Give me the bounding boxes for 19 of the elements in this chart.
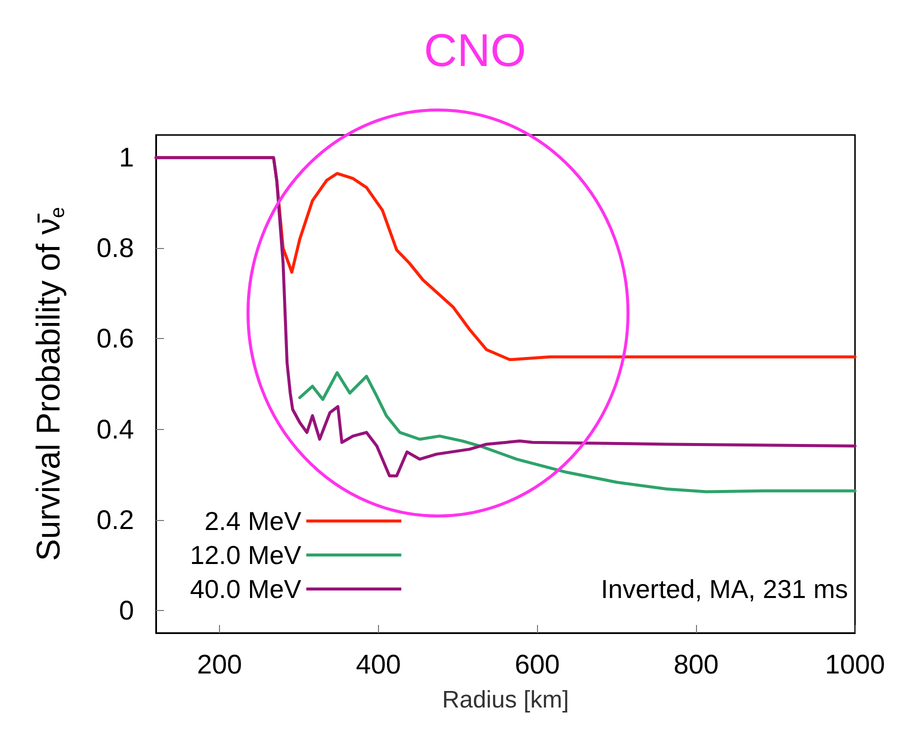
- y-tick-label: 0.6: [96, 324, 134, 354]
- legend-label: 40.0 MeV: [190, 574, 302, 604]
- x-tick-label: 1000: [824, 650, 886, 680]
- annotation: Inverted, MA, 231 ms: [600, 574, 848, 604]
- chart-title: CNO: [424, 24, 526, 76]
- y-tick-label: 1: [118, 142, 134, 173]
- y-tick-label: 0.8: [96, 233, 134, 264]
- line-series: [154, 156, 856, 478]
- line-series: [298, 371, 856, 494]
- x-tick-label: 800: [674, 650, 719, 680]
- x-tick-label: 200: [197, 650, 242, 680]
- legend-label: 12.0 MeV: [190, 540, 302, 570]
- x-tick-label: 400: [356, 650, 401, 680]
- y-tick-label: 0.2: [96, 504, 134, 535]
- y-tick-label: 0: [118, 595, 134, 626]
- x-axis-title: Radius [km]: [442, 686, 569, 714]
- legend-label: 2.4 MeV: [204, 506, 302, 536]
- x-tick-label: 600: [514, 650, 560, 680]
- y-tick-label: 0.4: [96, 414, 134, 444]
